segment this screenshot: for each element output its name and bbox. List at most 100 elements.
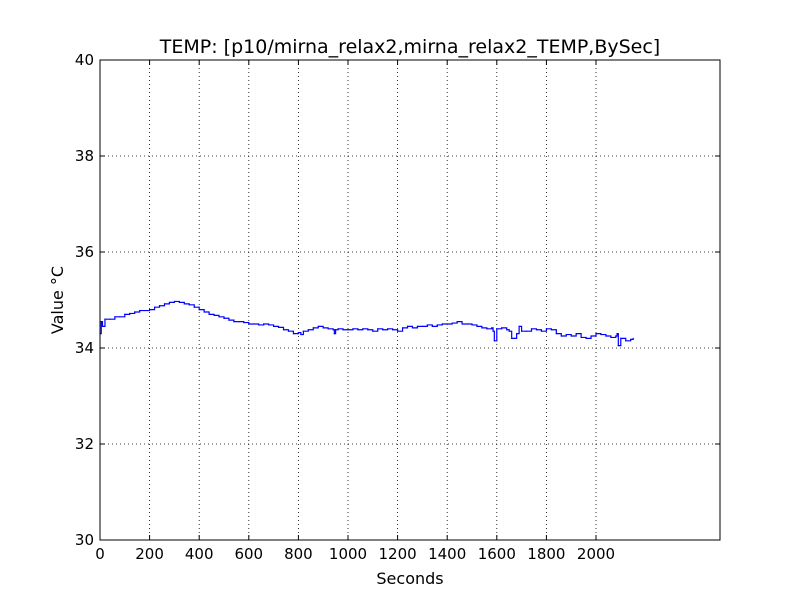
data-point bbox=[406, 325, 409, 327]
data-point bbox=[545, 328, 548, 330]
data-point bbox=[168, 301, 171, 303]
data-point bbox=[153, 306, 156, 308]
data-point bbox=[213, 314, 215, 316]
data-point bbox=[555, 333, 557, 335]
data-point bbox=[183, 303, 185, 305]
data-point bbox=[446, 323, 448, 325]
data-point bbox=[525, 330, 528, 332]
data-point bbox=[347, 329, 349, 331]
data-point bbox=[228, 319, 230, 321]
data-point bbox=[317, 325, 319, 327]
data-point bbox=[277, 326, 280, 328]
series-group bbox=[99, 300, 634, 347]
x-tick-label: 1800 bbox=[527, 545, 565, 563]
chart-title: TEMP: [p10/mirna_relax2,mirna_relax2_TEM… bbox=[159, 36, 660, 58]
data-point bbox=[630, 338, 632, 340]
data-point bbox=[466, 323, 468, 325]
data-point bbox=[282, 329, 285, 331]
data-point bbox=[238, 321, 240, 323]
data-point bbox=[372, 330, 374, 332]
grid bbox=[99, 59, 720, 541]
y-tick-label: 32 bbox=[75, 435, 94, 453]
data-point bbox=[595, 333, 597, 335]
y-tick-label: 36 bbox=[75, 243, 94, 261]
data-point bbox=[617, 345, 619, 347]
x-axis-label: Seconds bbox=[376, 569, 443, 588]
data-point bbox=[616, 333, 618, 335]
data-point bbox=[456, 321, 458, 323]
data-point bbox=[292, 333, 295, 335]
data-point bbox=[575, 333, 577, 335]
data-point bbox=[600, 333, 602, 336]
data-point bbox=[392, 329, 394, 331]
plot-area bbox=[100, 60, 720, 540]
data-point bbox=[163, 303, 166, 305]
data-point bbox=[243, 321, 245, 324]
data-point bbox=[327, 328, 329, 330]
data-point bbox=[178, 301, 180, 303]
data-point bbox=[300, 333, 302, 336]
data-point bbox=[590, 335, 592, 337]
x-tick-label: 1600 bbox=[478, 545, 516, 563]
data-point bbox=[481, 327, 483, 329]
x-tick-label: 600 bbox=[234, 545, 263, 563]
data-point bbox=[518, 325, 520, 327]
data-point bbox=[492, 330, 494, 332]
data-point bbox=[114, 316, 116, 318]
data-point bbox=[550, 329, 552, 331]
data-point bbox=[124, 313, 126, 315]
data-point bbox=[565, 333, 567, 336]
data-point bbox=[149, 309, 151, 311]
data-point bbox=[104, 318, 106, 320]
data-point bbox=[476, 325, 478, 327]
x-tick-label: 1400 bbox=[428, 545, 466, 563]
data-point bbox=[570, 335, 572, 337]
data-point bbox=[119, 316, 121, 318]
y-axis-label: Value °C bbox=[48, 266, 67, 334]
data-point bbox=[540, 330, 543, 332]
data-point bbox=[134, 311, 136, 313]
data-point bbox=[302, 330, 304, 332]
data-point bbox=[287, 330, 290, 332]
data-point bbox=[521, 330, 523, 332]
data-point bbox=[223, 317, 225, 319]
y-tick-label: 38 bbox=[75, 147, 94, 165]
data-point bbox=[411, 327, 414, 329]
plot-frame bbox=[99, 59, 721, 541]
data-point bbox=[193, 306, 195, 308]
data-point bbox=[352, 328, 354, 330]
data-point bbox=[233, 321, 235, 323]
data-point bbox=[342, 329, 344, 331]
y-tick-label: 30 bbox=[75, 531, 94, 549]
data-point bbox=[560, 335, 562, 337]
data-point bbox=[511, 337, 513, 339]
data-point bbox=[535, 329, 538, 331]
y-tick-label: 40 bbox=[75, 51, 94, 69]
data-point bbox=[322, 327, 324, 329]
data-point bbox=[436, 324, 438, 326]
data-point bbox=[416, 325, 419, 327]
data-point bbox=[357, 329, 359, 331]
data-point bbox=[248, 323, 250, 325]
data-point bbox=[615, 335, 617, 337]
data-point bbox=[367, 329, 369, 331]
x-tick-label: 400 bbox=[185, 545, 214, 563]
data-point bbox=[218, 316, 220, 318]
data-point bbox=[158, 305, 161, 307]
data-point bbox=[377, 328, 379, 330]
data-point bbox=[421, 325, 423, 327]
data-point bbox=[198, 309, 200, 311]
data-point bbox=[337, 328, 339, 330]
data-point bbox=[605, 335, 607, 337]
data-point bbox=[188, 304, 190, 306]
data-point bbox=[268, 324, 270, 326]
data-point bbox=[441, 323, 443, 325]
data-point bbox=[139, 309, 141, 312]
x-tick-label: 2000 bbox=[577, 545, 615, 563]
data-point bbox=[516, 333, 518, 335]
x-tick-label: 1200 bbox=[379, 545, 417, 563]
data-point bbox=[401, 327, 404, 329]
data-point bbox=[471, 324, 473, 326]
data-point bbox=[335, 329, 337, 331]
